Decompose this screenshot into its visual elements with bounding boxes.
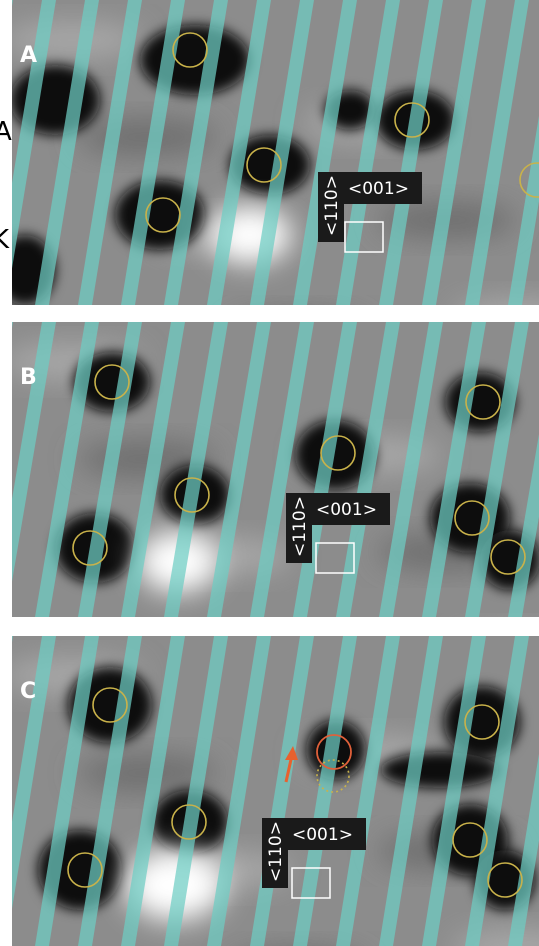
dark-site	[380, 752, 500, 788]
lattice-stripe	[0, 322, 13, 617]
panel-content: <001> <110> A	[0, 0, 539, 349]
panel-label: C	[20, 679, 36, 704]
lattice-stripe	[0, 0, 13, 305]
stm-panel: <001> <110> C	[0, 636, 539, 946]
direction-label: <110>	[266, 821, 286, 882]
panel-label: A	[20, 43, 37, 68]
direction-label: <001>	[316, 500, 377, 520]
direction-label: <110>	[290, 496, 310, 557]
stm-panel: <001> <110> A	[0, 0, 539, 349]
panel-content: <001> <110> C	[0, 636, 539, 946]
stm-panel: <001> <110> B	[0, 322, 539, 671]
panel-content: <001> <110> B	[0, 322, 539, 671]
panel-label: B	[20, 365, 37, 390]
lattice-stripe	[0, 636, 13, 946]
direction-label: <110>	[322, 175, 342, 236]
edge-letter: K	[0, 225, 10, 255]
figure: A K <001> <110> A <001> <110> B <001> <110> C	[0, 0, 539, 946]
dark-site	[140, 25, 250, 95]
direction-label: <001>	[348, 179, 409, 199]
direction-label: <001>	[292, 825, 353, 845]
edge-letter: A	[0, 117, 12, 147]
